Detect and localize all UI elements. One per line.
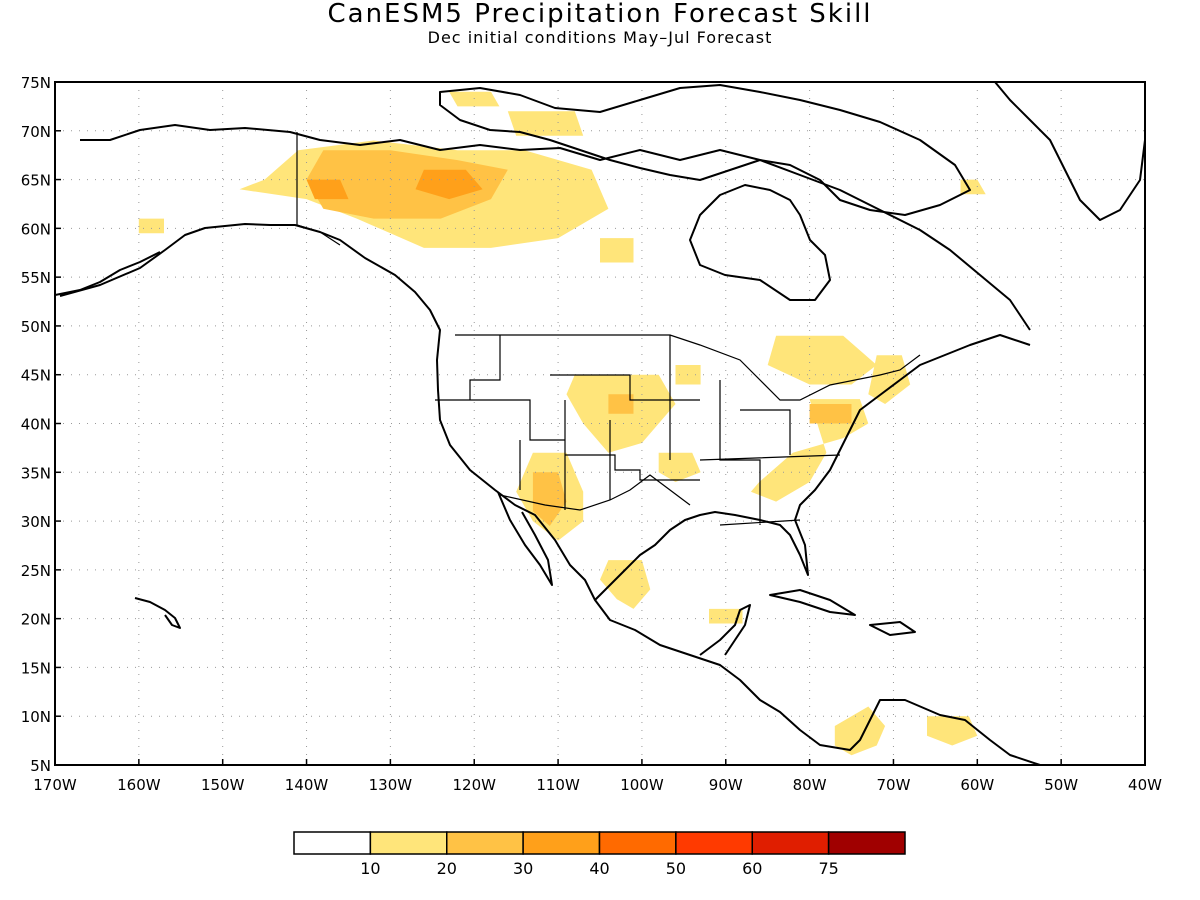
lat-tick-label: 10N [21,708,51,726]
skill-region [709,608,743,624]
lon-tick-label: 110W [536,776,580,794]
map-subtitle: Dec initial conditions May–Jul Forecast [427,28,773,47]
political-borders [296,132,921,526]
lon-tick-label: 170W [33,776,77,794]
lat-tick-label: 15N [21,659,51,677]
lon-tick-label: 150W [201,776,245,794]
us-canada-border [455,334,921,401]
lat-tick-label: 5N [30,757,51,775]
lat-tick-label: 30N [21,513,51,531]
colorbar-label: 50 [666,859,686,878]
cuba-coastline [769,589,856,616]
colorbar-swatch [293,831,372,855]
lon-tick-label: 160W [117,776,161,794]
colorbar-swatch [675,831,753,855]
lon-tick-label: 130W [369,776,413,794]
colorbar-swatch [827,831,906,855]
latitude-axis-labels: 75N 70N 65N 60N 55N 50N 45N 40N 35N 30N 25N 20N 15N 1… [21,74,61,775]
skill-region [306,179,349,200]
lon-tick-label: 100W [620,776,664,794]
skill-region [415,169,483,200]
us-mexico-border [499,474,691,511]
lat-tick-label: 35N [21,464,51,482]
lat-tick-label: 25N [21,562,51,580]
gulf-of-mexico-coastline [594,334,1031,601]
lon-tick-label: 60W [960,776,994,794]
skill-region [767,335,877,385]
skill-region [675,365,701,385]
colorbar-label: 20 [437,859,457,878]
baja-california-coastline [497,491,553,586]
yucatan-coastline [699,604,751,656]
colorbar-swatch [369,831,448,855]
lon-tick-label: 90W [709,776,743,794]
lat-tick-label: 65N [21,172,51,190]
coastline-layer [55,82,1145,765]
lat-lon-grid [55,82,1145,765]
skill-region [566,374,676,453]
colorbar-label: 10 [360,859,380,878]
lat-tick-label: 75N [21,74,51,92]
lat-tick-label: 55N [21,269,51,287]
skill-region [809,404,852,424]
colorbar-label: 30 [513,859,533,878]
lon-tick-label: 140W [285,776,329,794]
skill-region [138,218,164,234]
colorbar-label: 60 [742,859,762,878]
skill-region [834,706,886,756]
lat-tick-label: 40N [21,416,51,434]
north-america-coastline [59,223,1041,765]
alaska-canada-border [296,132,341,246]
skill-region [449,91,500,107]
skill-region [600,238,634,263]
hawaii-coastline [134,597,181,629]
longitude-axis-labels: 170W 160W 150W 140W 130W 120W 110W 100W 90W 80W 70… [33,759,1162,794]
hispaniola-coastline [869,621,916,636]
colorbar-swatch [598,831,677,855]
lon-tick-label: 40W [1128,776,1162,794]
lat-tick-label: 20N [21,611,51,629]
lon-tick-label: 50W [1044,776,1078,794]
lat-tick-label: 45N [21,367,51,385]
colorbar-swatch [522,831,601,855]
skill-region [507,111,584,136]
skill-region [306,150,508,219]
lon-tick-label: 80W [793,776,827,794]
skill-region [532,472,567,526]
lat-tick-label: 70N [21,123,51,141]
skill-region [658,452,701,482]
lon-tick-label: 70W [877,776,911,794]
hudson-bay-coastline [689,184,831,301]
colorbar-swatch [446,831,524,855]
arctic-islands [439,84,971,216]
colorbar-swatch [751,831,830,855]
skill-region [927,716,978,746]
lon-tick-label: 120W [452,776,496,794]
skill-region [868,355,911,404]
greenland-coastline [994,82,1145,221]
skill-region [600,560,651,609]
map-title: CanESM5 Precipitation Forecast Skill [327,0,873,29]
us-state-borders [435,335,841,526]
lat-tick-label: 50N [21,318,51,336]
colorbar-label: 75 [818,859,838,878]
skill-region [608,394,634,414]
lat-tick-label: 60N [21,220,51,238]
colorbar-label: 40 [589,859,609,878]
aleutian-islands [55,251,161,296]
colorbar-legend: 10 20 30 40 50 60 75 [293,831,906,878]
skill-shading-layer [138,91,986,756]
arctic-coastline [80,124,1031,331]
